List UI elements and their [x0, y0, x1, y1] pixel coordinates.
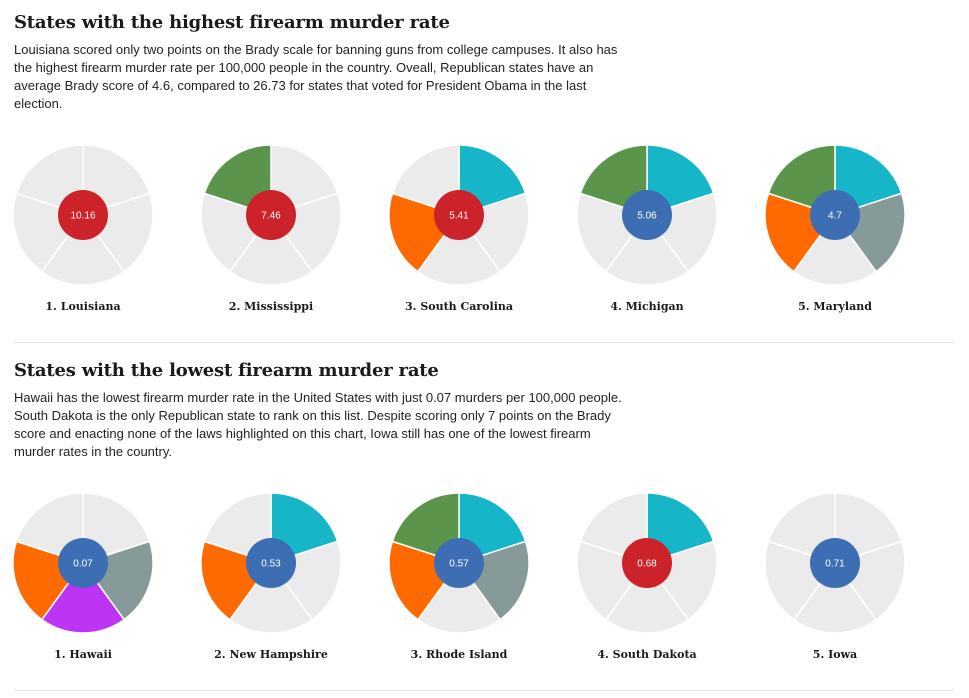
- state-label: 4. Michigan: [610, 300, 684, 313]
- rate-circle: [434, 190, 484, 240]
- rate-circle: [246, 190, 296, 240]
- rate-value: 5.41: [449, 211, 469, 222]
- pie-chart: 7.46: [200, 144, 342, 286]
- chart-lowest-3: 0.57 3. Rhode Island: [379, 488, 539, 661]
- state-label: 3. Rhode Island: [410, 648, 508, 661]
- state-label: 3. South Carolina: [405, 300, 513, 313]
- rate-value: 0.07: [73, 559, 93, 570]
- highest-description: Louisiana scored only two points on the …: [14, 42, 618, 111]
- pie-segment-3-off: [416, 213, 502, 286]
- pie-segment-3-off: [40, 213, 126, 286]
- lowest-description: Hawaii has the lowest firearm murder rat…: [14, 390, 622, 459]
- highest-charts-row: 10.16 1. Louisiana 7.46 2. Mississippi 5.41 3…: [0, 140, 969, 313]
- highest-section: States with the highest firearm murder r…: [14, 12, 954, 113]
- pie-segment-3-off: [228, 213, 314, 286]
- rate-value: 0.53: [261, 559, 281, 570]
- state-label: 2. New Hampshire: [214, 648, 328, 661]
- pie-segment-3-off: [416, 561, 502, 634]
- rate-circle: [622, 538, 672, 588]
- chart-lowest-4: 0.68 4. South Dakota: [567, 488, 727, 661]
- pie-chart: 4.7: [764, 144, 906, 286]
- pie-chart: 5.41: [388, 144, 530, 286]
- pie-segment-3-off: [792, 213, 878, 286]
- chart-highest-1: 10.16 1. Louisiana: [3, 140, 163, 313]
- pie-chart: 5.06: [576, 144, 718, 286]
- lowest-title: States with the lowest firearm murder ra…: [14, 360, 439, 381]
- highest-title: States with the highest firearm murder r…: [14, 12, 450, 33]
- rate-value: 0.71: [825, 559, 845, 570]
- state-label: 1. Hawaii: [54, 648, 112, 661]
- rate-circle: [810, 190, 860, 240]
- state-label: 4. South Dakota: [597, 648, 697, 661]
- rate-value: 7.46: [261, 211, 281, 222]
- state-label: 5. Iowa: [812, 648, 858, 661]
- rate-value: 4.7: [828, 211, 842, 222]
- rate-value: 0.57: [449, 559, 469, 570]
- pie-chart: 0.07: [12, 492, 154, 634]
- pie-chart: 10.16: [12, 144, 154, 286]
- rate-value: 10.16: [70, 211, 95, 222]
- rate-circle: [246, 538, 296, 588]
- pie-chart: 0.68: [576, 492, 718, 634]
- pie-segment-3-off: [604, 561, 690, 634]
- pie-segment-3-off: [604, 213, 690, 286]
- pie-chart: 0.53: [200, 492, 342, 634]
- pie-chart: 0.71: [764, 492, 906, 634]
- lowest-charts-row: 0.07 1. Hawaii 0.53 2. New Hampshire 0.57 3. …: [0, 488, 969, 661]
- chart-highest-5: 4.7 5. Maryland: [755, 140, 915, 313]
- chart-lowest-1: 0.07 1. Hawaii: [3, 488, 163, 661]
- state-label: 1. Louisiana: [45, 300, 121, 313]
- state-label: 2. Mississippi: [228, 300, 314, 313]
- rate-value: 5.06: [637, 211, 657, 222]
- rate-circle: [434, 538, 484, 588]
- rate-value: 0.68: [637, 559, 657, 570]
- chart-highest-4: 5.06 4. Michigan: [567, 140, 727, 313]
- rate-circle: [622, 190, 672, 240]
- pie-segment-3-purple: [40, 561, 126, 634]
- section-divider: [14, 342, 954, 343]
- rate-circle: [58, 538, 108, 588]
- lowest-section: States with the lowest firearm murder ra…: [14, 360, 954, 461]
- state-label: 5. Maryland: [798, 300, 872, 313]
- bottom-divider: [14, 690, 954, 691]
- chart-highest-2: 7.46 2. Mississippi: [191, 140, 351, 313]
- pie-segment-3-off: [792, 561, 878, 634]
- pie-chart: 0.57: [388, 492, 530, 634]
- rate-circle: [58, 190, 108, 240]
- chart-lowest-5: 0.71 5. Iowa: [755, 488, 915, 661]
- chart-highest-3: 5.41 3. South Carolina: [379, 140, 539, 313]
- pie-segment-3-off: [228, 561, 314, 634]
- chart-lowest-2: 0.53 2. New Hampshire: [191, 488, 351, 661]
- rate-circle: [810, 538, 860, 588]
